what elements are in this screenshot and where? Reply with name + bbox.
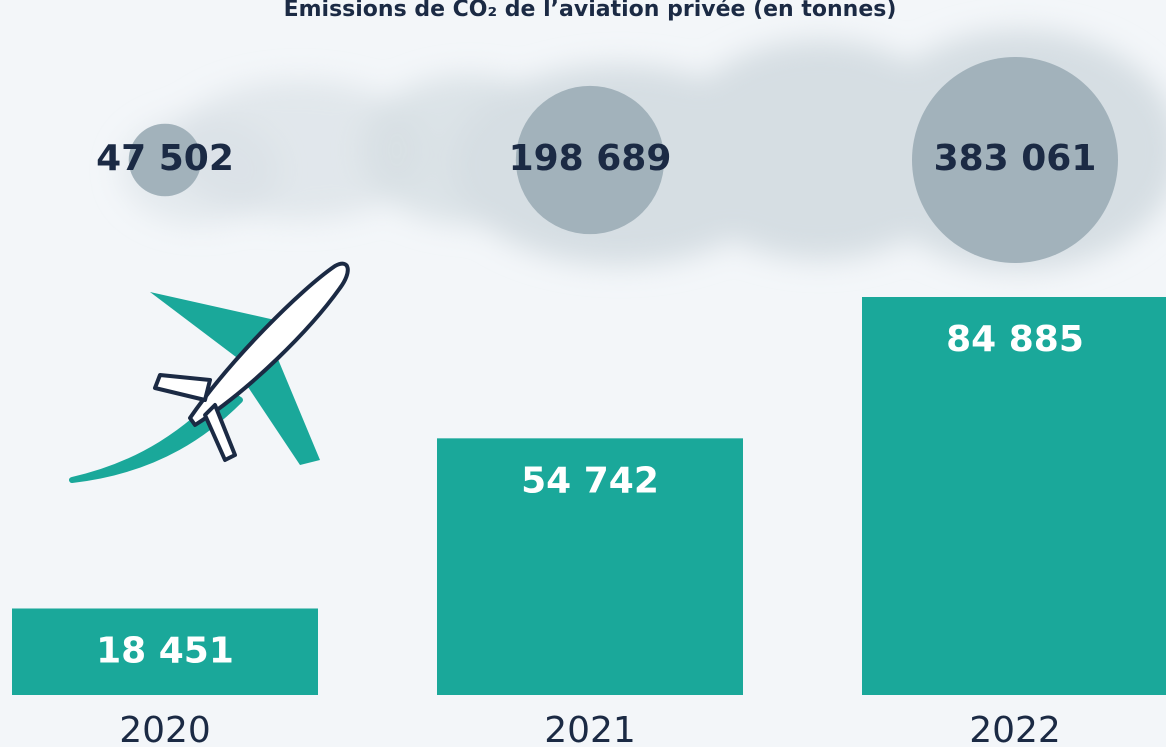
bubble-label: 383 061 — [934, 138, 1097, 179]
x-tick-label: 2021 — [544, 710, 636, 747]
x-tick-label: 2020 — [119, 710, 211, 747]
page: Émissions de CO₂ de l’aviation privée (e… — [0, 0, 1166, 747]
bubble-label: 47 502 — [96, 138, 234, 179]
bar-label: 54 742 — [521, 460, 659, 501]
x-tick-label: 2022 — [969, 710, 1061, 747]
bubble-label: 198 689 — [509, 138, 672, 179]
chart-title: Émissions de CO₂ de l’aviation privée (e… — [284, 0, 897, 22]
bar-label: 84 885 — [946, 319, 1084, 360]
bar-label: 18 451 — [96, 630, 234, 671]
chart: Émissions de CO₂ de l’aviation privée (e… — [0, 0, 1166, 747]
